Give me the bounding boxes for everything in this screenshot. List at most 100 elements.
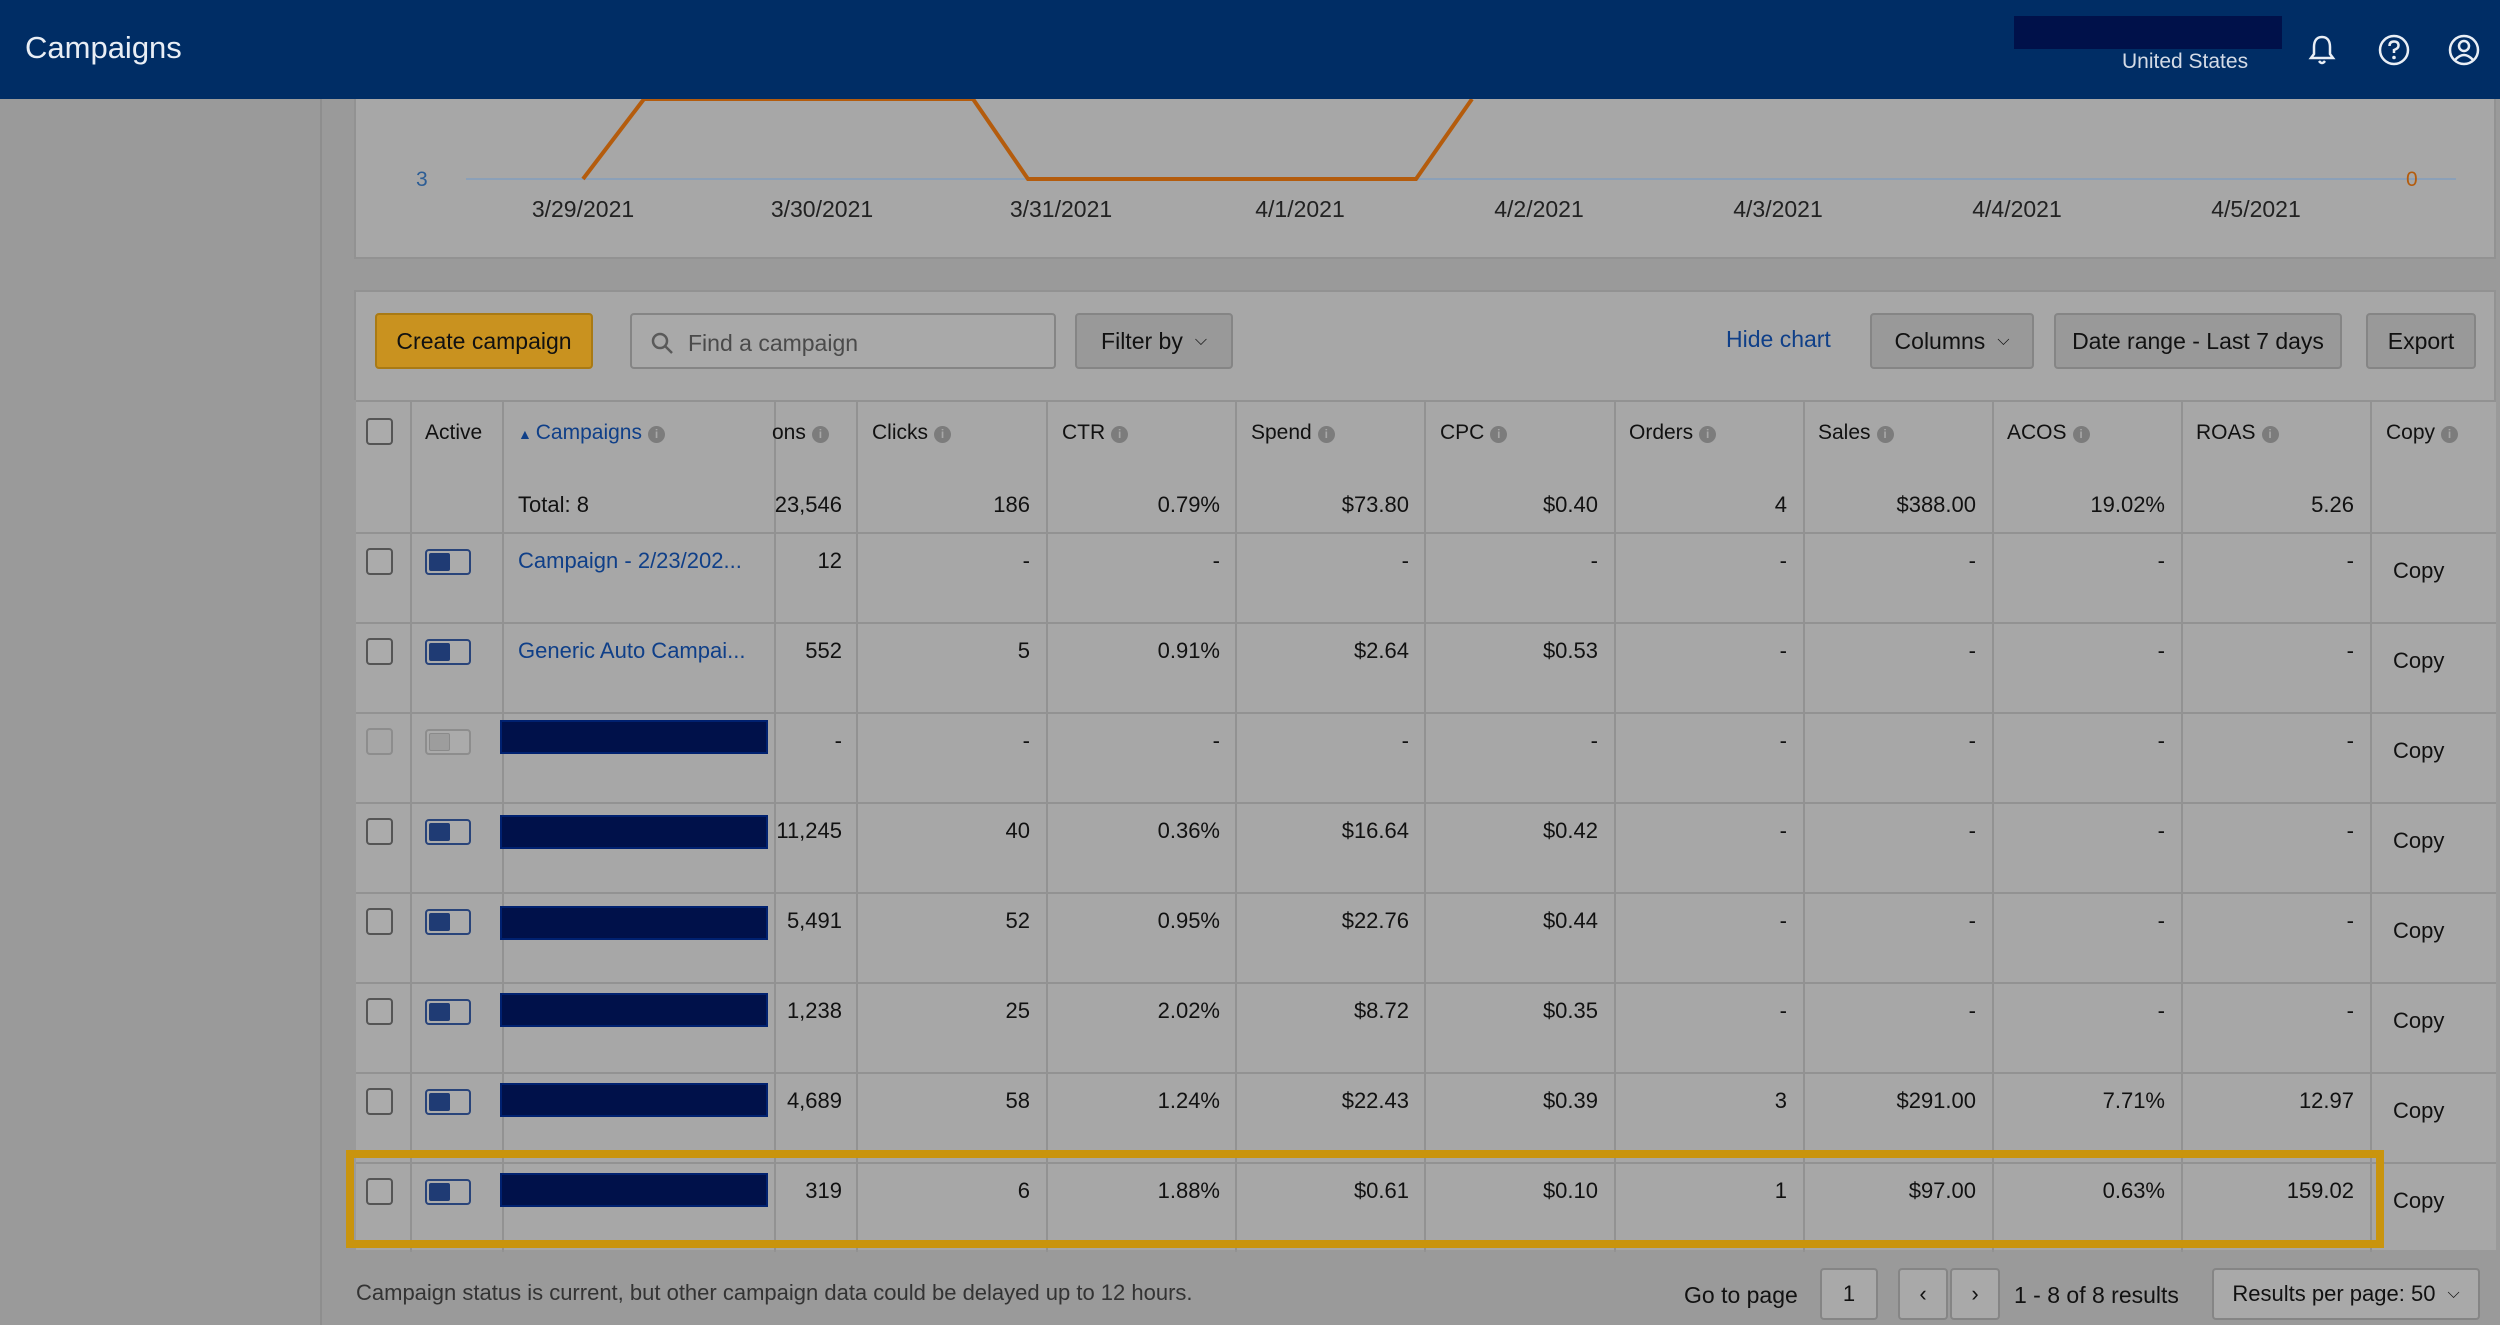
- redacted-campaign-name[interactable]: [500, 906, 768, 940]
- row-checkbox[interactable]: [366, 818, 393, 845]
- info-icon: i: [2441, 426, 2459, 443]
- results-per-page-dropdown[interactable]: Results per page: 50 ⌵: [2212, 1268, 2480, 1320]
- columns-label: Columns: [1894, 327, 1986, 354]
- cell-orders: 1: [1774, 1178, 1787, 1203]
- cell-orders: -: [1779, 998, 1787, 1023]
- column-header-sales[interactable]: Sales i: [1818, 421, 1894, 445]
- search-placeholder: Find a campaign: [688, 330, 859, 356]
- active-toggle[interactable]: [425, 999, 471, 1025]
- date-range-button[interactable]: Date range - Last 7 days: [2054, 313, 2342, 369]
- active-toggle[interactable]: [425, 909, 471, 935]
- column-header-ctr-label: CTR: [1062, 421, 1106, 444]
- copy-link[interactable]: Copy: [2393, 1098, 2445, 1123]
- country-label[interactable]: United States: [2122, 50, 2249, 73]
- chart-date-label: 4/3/2021: [1733, 196, 1823, 222]
- copy-link[interactable]: Copy: [2393, 558, 2445, 583]
- total-spend: $73.80: [1341, 492, 1409, 517]
- filter-by-label: Filter by: [1101, 327, 1183, 354]
- next-page-button[interactable]: ›: [1950, 1268, 2000, 1320]
- cell-orders: -: [1779, 908, 1787, 933]
- create-campaign-button[interactable]: Create campaign: [375, 313, 593, 369]
- column-header-clicks[interactable]: Clicks i: [872, 421, 951, 445]
- row-checkbox[interactable]: [366, 638, 393, 665]
- active-toggle[interactable]: [425, 639, 471, 665]
- column-header-ctr[interactable]: CTR i: [1062, 421, 1129, 445]
- row-checkbox[interactable]: [366, 728, 393, 755]
- active-toggle[interactable]: [425, 1179, 471, 1205]
- copy-link[interactable]: Copy: [2393, 918, 2445, 943]
- cell-sales: -: [1968, 908, 1976, 933]
- cell-cpc: $0.53: [1542, 638, 1598, 663]
- cell-acos: -: [2157, 818, 2165, 843]
- chart-date-label: 4/5/2021: [2211, 196, 2301, 222]
- row-checkbox[interactable]: [366, 1178, 393, 1205]
- active-toggle[interactable]: [425, 819, 471, 845]
- copy-link[interactable]: Copy: [2393, 648, 2445, 673]
- chart-date-label: 3/29/2021: [532, 196, 634, 222]
- total-label: Total: 8: [518, 492, 589, 517]
- cell-cpc: $0.39: [1542, 1088, 1598, 1113]
- info-icon: i: [2072, 426, 2090, 443]
- help-icon[interactable]: [2376, 32, 2412, 68]
- redacted-account-name[interactable]: [2014, 16, 2282, 49]
- copy-link[interactable]: Copy: [2393, 738, 2445, 763]
- cell-sales: -: [1968, 998, 1976, 1023]
- active-toggle[interactable]: [425, 729, 471, 755]
- column-header-clicks-label: Clicks: [872, 421, 928, 444]
- account-icon[interactable]: [2446, 32, 2482, 68]
- column-header-spend[interactable]: Spend i: [1251, 421, 1335, 445]
- cell-orders: -: [1779, 728, 1787, 753]
- campaign-name-link[interactable]: Generic Auto Campai...: [518, 638, 746, 663]
- column-header-cpc[interactable]: CPC i: [1440, 421, 1508, 445]
- redacted-campaign-name[interactable]: [500, 1083, 768, 1117]
- cell-sales: -: [1968, 638, 1976, 663]
- column-header-campaigns[interactable]: ▲ Campaigns i: [518, 421, 665, 445]
- bell-icon[interactable]: [2304, 32, 2340, 68]
- info-icon: i: [811, 426, 829, 443]
- copy-link[interactable]: Copy: [2393, 828, 2445, 853]
- row-checkbox[interactable]: [366, 548, 393, 575]
- columns-dropdown[interactable]: Columns ⌵: [1870, 313, 2034, 369]
- column-header-orders-label: Orders: [1629, 421, 1694, 444]
- cell-ctr: 2.02%: [1157, 998, 1220, 1023]
- column-header-active[interactable]: Active: [425, 421, 483, 444]
- cell-clicks: 52: [1005, 908, 1030, 933]
- export-button[interactable]: Export: [2366, 313, 2476, 369]
- redacted-campaign-name[interactable]: [500, 993, 768, 1027]
- column-header-roas[interactable]: ROAS i: [2196, 421, 2279, 445]
- cell-clicks: 25: [1005, 998, 1030, 1023]
- chart-date-label: 4/2/2021: [1494, 196, 1584, 222]
- cell-cpc: -: [1590, 548, 1598, 573]
- column-header-acos[interactable]: ACOS i: [2007, 421, 2090, 445]
- row-checkbox[interactable]: [366, 908, 393, 935]
- active-toggle[interactable]: [425, 1089, 471, 1115]
- active-toggle[interactable]: [425, 549, 471, 575]
- cell-spend: $8.72: [1353, 998, 1409, 1023]
- column-header-orders[interactable]: Orders i: [1629, 421, 1717, 445]
- column-header-copy[interactable]: Copy i: [2386, 421, 2459, 445]
- total-roas: 5.26: [2311, 492, 2354, 517]
- redacted-campaign-name[interactable]: [500, 1173, 768, 1207]
- column-header-impressions[interactable]: ons i: [772, 421, 829, 445]
- filter-by-dropdown[interactable]: Filter by ⌵: [1075, 313, 1233, 369]
- cell-spend: $16.64: [1341, 818, 1409, 843]
- cell-roas: 159.02: [2286, 1178, 2354, 1203]
- select-all-checkbox[interactable]: [366, 418, 393, 445]
- redacted-campaign-name[interactable]: [500, 720, 768, 754]
- page-number-input[interactable]: 1: [1820, 1268, 1878, 1320]
- info-icon: i: [2261, 426, 2279, 443]
- row-checkbox[interactable]: [366, 998, 393, 1025]
- column-header-sales-label: Sales: [1818, 421, 1871, 444]
- previous-page-button[interactable]: ‹: [1898, 1268, 1948, 1320]
- cell-ctr: 0.95%: [1157, 908, 1220, 933]
- redacted-campaign-name[interactable]: [500, 815, 768, 849]
- cell-spend: $0.61: [1353, 1178, 1409, 1203]
- row-checkbox[interactable]: [366, 1088, 393, 1115]
- hide-chart-link[interactable]: Hide chart: [1726, 326, 1831, 352]
- search-input[interactable]: Find a campaign: [630, 313, 1056, 369]
- copy-link[interactable]: Copy: [2393, 1188, 2445, 1213]
- cell-spend: -: [1401, 728, 1409, 753]
- cell-roas: -: [2346, 638, 2354, 663]
- campaign-name-link[interactable]: Campaign - 2/23/202...: [518, 548, 742, 573]
- copy-link[interactable]: Copy: [2393, 1008, 2445, 1033]
